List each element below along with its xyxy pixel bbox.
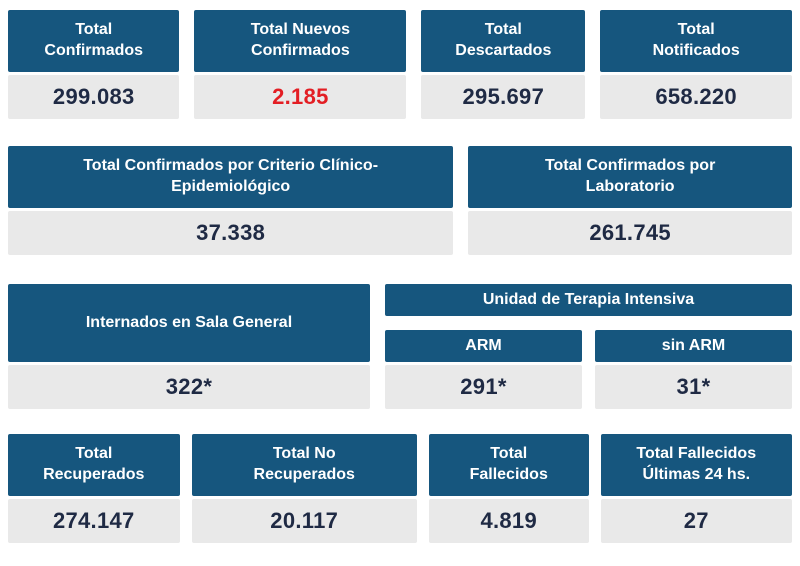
stat-card-total-confirmados: Total Confirmados 299.083: [8, 10, 180, 119]
stat-value-confirmados-criterio-clinico: 37.338: [8, 211, 454, 255]
stat-card-confirmados-criterio-clinico: Total Confirmados por Criterio Clínico-E…: [8, 146, 454, 255]
stat-card-total-notificados: Total Notificados 658.220: [600, 10, 792, 119]
stat-card-internados-sala-general: Internados en Sala General 322*: [8, 284, 370, 409]
stat-label-total-confirmados: Total Confirmados: [8, 10, 180, 72]
stat-label-total-fallecidos: Total Fallecidos: [428, 434, 589, 496]
stat-card-total-no-recuperados: Total No Recuperados 20.117: [191, 434, 417, 543]
stat-value-confirmados-laboratorio: 261.745: [468, 211, 792, 255]
stat-card-fallecidos-24hs: Total Fallecidos Últimas 24 hs. 27: [600, 434, 792, 543]
stat-label-total-notificados: Total Notificados: [600, 10, 792, 72]
stat-value-internados-sala-general: 322*: [8, 365, 370, 409]
stat-value-total-confirmados: 299.083: [8, 75, 180, 119]
stat-card-total-fallecidos: Total Fallecidos 4.819: [428, 434, 589, 543]
stat-value-total-notificados: 658.220: [600, 75, 792, 119]
terapia-intensiva-columns: ARM 291* sin ARM 31*: [385, 330, 792, 409]
stat-label-fallecidos-24hs: Total Fallecidos Últimas 24 hs.: [600, 434, 792, 496]
stat-value-total-descartados: 295.697: [421, 75, 586, 119]
stat-label-confirmados-criterio-clinico: Total Confirmados por Criterio Clínico-E…: [8, 146, 454, 208]
stat-label-total-recuperados: Total Recuperados: [8, 434, 180, 496]
row-confirmation-criteria: Total Confirmados por Criterio Clínico-E…: [8, 146, 792, 255]
stat-label-confirmados-laboratorio: Total Confirmados por Laboratorio: [468, 146, 792, 208]
stat-label-total-no-recuperados: Total No Recuperados: [191, 434, 417, 496]
stat-card-uti-sin-arm: sin ARM 31*: [595, 330, 792, 409]
stat-label-terapia-intensiva: Unidad de Terapia Intensiva: [385, 284, 792, 316]
stat-card-confirmados-laboratorio: Total Confirmados por Laboratorio 261.74…: [468, 146, 792, 255]
stat-value-total-recuperados: 274.147: [8, 499, 180, 543]
stat-card-total-descartados: Total Descartados 295.697: [421, 10, 586, 119]
stat-label-total-descartados: Total Descartados: [421, 10, 586, 72]
stat-value-fallecidos-24hs: 27: [600, 499, 792, 543]
stat-value-total-nuevos-confirmados: 2.185: [194, 75, 407, 119]
stat-card-total-nuevos-confirmados: Total Nuevos Confirmados 2.185: [194, 10, 407, 119]
stat-label-internados-sala-general: Internados en Sala General: [8, 284, 370, 362]
row-hospitalizations: Internados en Sala General 322* Unidad d…: [8, 284, 792, 409]
stat-value-uti-sin-arm: 31*: [595, 365, 792, 409]
stat-value-uti-arm: 291*: [385, 365, 582, 409]
stat-value-total-no-recuperados: 20.117: [191, 499, 417, 543]
stat-card-total-recuperados: Total Recuperados 274.147: [8, 434, 180, 543]
row-main-totals: Total Confirmados 299.083 Total Nuevos C…: [8, 10, 792, 119]
row-outcomes: Total Recuperados 274.147 Total No Recup…: [8, 434, 792, 543]
stat-label-uti-sin-arm: sin ARM: [595, 330, 792, 362]
stat-value-total-fallecidos: 4.819: [428, 499, 589, 543]
stat-group-terapia-intensiva: Unidad de Terapia Intensiva ARM 291* sin…: [385, 284, 792, 409]
stat-card-uti-arm: ARM 291*: [385, 330, 582, 409]
stat-label-total-nuevos-confirmados: Total Nuevos Confirmados: [194, 10, 407, 72]
stat-label-uti-arm: ARM: [385, 330, 582, 362]
